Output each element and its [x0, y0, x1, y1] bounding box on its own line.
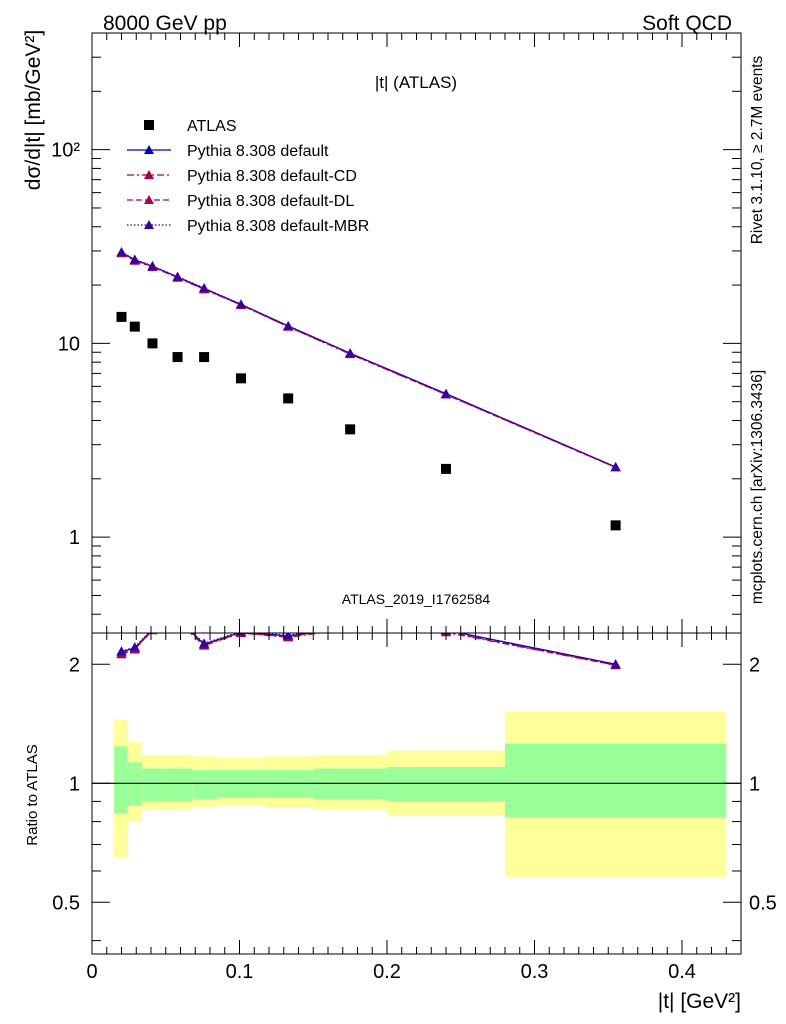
ratio-series-marker — [173, 616, 183, 625]
y-tick-label: 1 — [69, 527, 80, 549]
rivet-label: Rivet 3.1.10, ≥ 2.7M events — [749, 55, 766, 244]
series-marker — [283, 320, 294, 330]
main-panel: |t| (ATLAS) ATLAS_2019_I1762584 1 10 10² dσ/… — [22, 30, 742, 634]
ratio-panel-axes: 0.5 0.5 1 1 2 2 0 0.1 0.2 0.3 0.4 Ratio to ATLAS |t|… — [24, 632, 777, 1013]
series-marker — [235, 299, 246, 309]
ratio-y-tick-label: 2 — [69, 654, 80, 676]
atlas-data-point — [199, 352, 210, 363]
ratio-series — [116, 614, 621, 670]
legend-marker — [144, 120, 154, 130]
ratio-panel-marks — [92, 614, 741, 877]
legend-label: Pythia 8.308 default-DL — [187, 193, 354, 210]
uncertainty-band-green — [192, 770, 218, 800]
atlas-data-point — [147, 338, 158, 349]
series-marker — [441, 388, 451, 398]
ratio-series-marker — [129, 642, 140, 652]
series-marker — [129, 254, 140, 264]
ratio-series-marker — [147, 633, 158, 634]
watermark: ATLAS_2019_I1762584 — [342, 591, 491, 607]
ratio-y-axis-label: Ratio to ATLAS — [24, 744, 41, 845]
legend-marker — [144, 170, 154, 179]
legend-label: ATLAS — [187, 118, 237, 135]
y-axis-label: dσ/d|t| [mb/GeV²] — [22, 30, 45, 190]
ratio-series-marker — [610, 659, 621, 669]
atlas-data-point — [172, 352, 183, 363]
atlas-data-point — [235, 373, 246, 384]
ratio-y-tick-label: 1 — [69, 773, 80, 795]
x-tick-label: 0.2 — [373, 961, 401, 983]
ratio-y-tick-label-right: 2 — [749, 654, 760, 676]
uncertainty-band-green — [165, 768, 193, 802]
x-axis-label: |t| [GeV²] — [658, 990, 741, 1013]
ratio-series-marker — [345, 624, 355, 633]
legend-label: Pythia 8.308 default-CD — [187, 168, 357, 185]
mcplots-label: mcplots.cern.ch [arXiv:1306.3436] — [749, 370, 766, 604]
ratio-panel: 0.5 0.5 1 1 2 2 0 0.1 0.2 0.3 0.4 Ratio to ATLAS |t|… — [24, 614, 777, 1013]
legend-label: Pythia 8.308 default — [187, 143, 329, 160]
y-tick-label: 10² — [51, 140, 80, 162]
uncertainty-band-green — [387, 766, 505, 802]
ratio-series-marker — [235, 633, 246, 636]
series-marker — [610, 462, 621, 472]
uncertainty-band-green — [114, 746, 128, 814]
legend-marker — [144, 220, 154, 229]
ratio-series-marker — [173, 614, 183, 623]
main-panel-marks: |t| (ATLAS) ATLAS_2019_I1762584 — [116, 73, 621, 607]
uncertainty-band-green — [142, 768, 166, 802]
ratio-y-tick-label-right: 1 — [749, 773, 760, 795]
ratio-y-tick-label: 0.5 — [52, 892, 80, 914]
atlas-data-point — [610, 520, 621, 531]
legend-marker — [144, 195, 154, 204]
header-left-label: 8000 GeV pp — [103, 12, 227, 35]
legend-label: Pythia 8.308 default-MBR — [187, 218, 369, 235]
x-tick-label: 0.1 — [226, 961, 254, 983]
atlas-data-point — [283, 393, 294, 404]
series-marker — [199, 283, 210, 293]
atlas-data-point — [441, 463, 451, 474]
series-marker — [147, 260, 158, 270]
x-tick-label: 0.4 — [668, 961, 696, 983]
ratio-series-line — [121, 633, 616, 666]
ratio-series-marker — [147, 624, 157, 633]
main-panel-axes: 1 10 10² dσ/d|t| [mb/GeV²] — [22, 30, 742, 634]
series-marker — [172, 271, 183, 281]
ratio-series-marker — [116, 646, 127, 656]
legend: ATLAS Pythia 8.308 default Pythia 8.308 de… — [127, 118, 369, 235]
ratio-series-marker — [173, 616, 183, 625]
atlas-data-point — [345, 424, 356, 435]
series-marker — [116, 247, 127, 257]
uncertainty-band-green — [505, 743, 727, 818]
ratio-series-marker — [283, 633, 294, 640]
y-tick-label: 10 — [58, 333, 80, 355]
x-tick-label: 0.3 — [521, 961, 549, 983]
ratio-y-tick-label-right: 0.5 — [749, 892, 777, 914]
x-tick-label: 0 — [86, 961, 97, 983]
ratio-series-marker — [173, 614, 183, 623]
ratio-series-marker — [345, 622, 355, 631]
chart-title: |t| (ATLAS) — [375, 73, 457, 92]
legend-marker — [144, 145, 154, 154]
atlas-data-point — [129, 321, 140, 332]
ratio-series-marker — [345, 623, 355, 632]
series-marker — [345, 348, 356, 358]
series-line — [121, 251, 616, 468]
atlas-data-point — [116, 311, 127, 322]
ratio-series-marker — [345, 622, 355, 631]
uncertainty-band-green — [313, 768, 387, 800]
header-right-label: Soft QCD — [642, 12, 732, 35]
ratio-series-marker — [199, 638, 210, 648]
